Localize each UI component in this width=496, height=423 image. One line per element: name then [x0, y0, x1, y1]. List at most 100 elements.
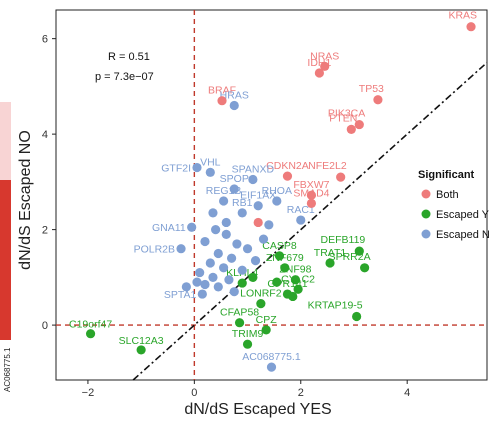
point-label: GTF2I [161, 163, 191, 175]
data-point [195, 267, 205, 278]
data-point [208, 208, 218, 218]
data-point [253, 217, 263, 228]
point-label: DEFB119 [321, 234, 366, 246]
data-point [280, 263, 290, 273]
data-point [211, 225, 221, 235]
x-tick-label: −2 [82, 387, 95, 399]
data-point [325, 258, 335, 268]
point-label: FBXW7 [293, 179, 329, 191]
data-point [221, 229, 231, 239]
plot-frame [55, 9, 488, 381]
data-point [360, 263, 370, 273]
point-label: RAC1 [287, 204, 315, 216]
identity-diagonal-line [132, 61, 488, 381]
data-point [181, 282, 191, 292]
point-label: KRAS [448, 10, 477, 22]
data-point [205, 258, 215, 268]
point-label: AC068775.1 [242, 351, 301, 363]
point-label: EIF1AX [240, 190, 276, 202]
data-point [352, 311, 362, 322]
data-point [229, 100, 239, 111]
data-points [85, 22, 476, 372]
point-label: PTEN [329, 112, 357, 124]
point-label: HRAS [220, 89, 249, 101]
data-point [290, 275, 301, 285]
data-point [205, 167, 215, 177]
point-label: PIK3CA [328, 108, 365, 120]
y-tick-label: 2 [42, 225, 48, 237]
data-point [208, 272, 218, 282]
data-point [248, 272, 258, 282]
legend-swatch [421, 209, 431, 219]
data-point [192, 162, 202, 173]
point-label: SPOP [220, 173, 249, 185]
data-point [197, 289, 207, 299]
data-point [237, 208, 247, 218]
x-tick-label: 0 [191, 387, 197, 399]
data-point [248, 174, 258, 185]
data-point [261, 325, 271, 335]
data-point [264, 220, 274, 230]
y-axis-title: dN/dS Escaped NO [17, 130, 34, 270]
data-point [266, 362, 277, 372]
side-panel-dark-bar [0, 180, 11, 340]
data-point [354, 246, 364, 256]
data-point [293, 284, 303, 294]
side-panel-light-bar [0, 102, 11, 180]
data-point [136, 345, 146, 355]
x-axis-title: dN/dS Escaped YES [184, 401, 331, 418]
y-tick-label: 4 [42, 129, 48, 141]
side-panel-label: AC068775.1 [3, 347, 12, 392]
data-point [336, 172, 346, 182]
data-point [272, 277, 282, 287]
data-point [213, 248, 223, 259]
data-point [320, 61, 330, 71]
legend-swatch [421, 189, 431, 199]
data-point [187, 222, 197, 232]
point-label: TRAT1 [314, 247, 347, 259]
point-label: CPZ [256, 314, 278, 326]
x-tick-label: 4 [404, 387, 410, 399]
legend-swatch [421, 229, 431, 239]
point-label: NFE2L2 [308, 160, 347, 172]
data-point [250, 256, 261, 266]
data-point [282, 171, 293, 181]
data-point [253, 201, 263, 211]
data-point [274, 251, 285, 261]
data-point [229, 287, 239, 297]
x-tick-label: 2 [298, 387, 304, 399]
data-point [234, 318, 245, 328]
data-point [192, 277, 202, 287]
legend-title: Significant [418, 169, 475, 181]
data-point [314, 68, 324, 78]
point-label: VHL [200, 156, 221, 168]
data-point [272, 196, 282, 206]
data-point [200, 279, 210, 290]
axis-ticks: −2 0 2 4 0 2 4 6 [42, 34, 410, 399]
data-point [176, 244, 186, 254]
data-point [237, 265, 247, 275]
data-point [217, 96, 227, 106]
y-tick-label: 0 [42, 320, 48, 332]
point-label: CASP8 [262, 240, 297, 252]
data-point [258, 234, 269, 244]
legend-entry: Escaped N [436, 229, 490, 241]
point-label: CFAP58 [220, 307, 259, 319]
data-point [354, 119, 364, 130]
point-label: POLR2B [134, 244, 175, 256]
data-point [85, 329, 96, 339]
point-label: CDKN2A [266, 160, 309, 172]
data-point [229, 184, 239, 194]
point-label: TRIM9 [232, 328, 264, 340]
data-point [296, 215, 306, 225]
point-label: TP53 [359, 83, 384, 95]
data-point [346, 124, 356, 134]
data-point [306, 190, 317, 200]
point-label: SPANXD [232, 163, 275, 175]
data-point [373, 95, 383, 105]
data-point [237, 278, 247, 288]
data-point [256, 299, 266, 309]
data-point [221, 217, 231, 228]
data-point [224, 275, 234, 285]
